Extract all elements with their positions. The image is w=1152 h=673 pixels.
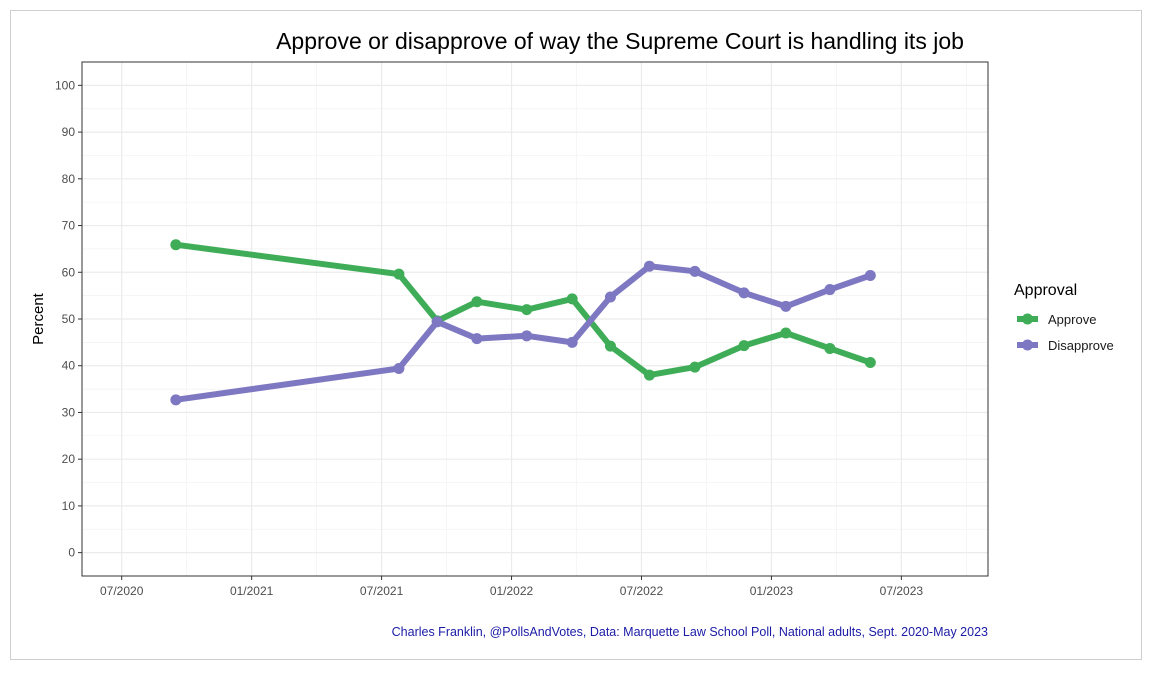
data-point-approve bbox=[471, 296, 483, 308]
data-point-disapprove bbox=[604, 291, 616, 303]
x-tick-label: 07/2020 bbox=[100, 584, 144, 598]
x-axis: 07/2020 01/2021 07/2021 01/2022 07/2022 01/20… bbox=[100, 576, 923, 598]
y-tick-label: 20 bbox=[62, 452, 76, 466]
legend-label: Disapprove bbox=[1048, 338, 1114, 353]
x-tick-label: 07/2021 bbox=[360, 584, 404, 598]
data-point-approve bbox=[643, 369, 655, 381]
data-point-approve bbox=[864, 356, 876, 368]
data-point-disapprove bbox=[566, 336, 578, 348]
data-point-disapprove bbox=[393, 363, 405, 375]
data-point-approve bbox=[604, 340, 616, 352]
x-tick-label: 07/2022 bbox=[620, 584, 664, 598]
y-axis-label: Percent bbox=[30, 292, 47, 345]
data-point-disapprove bbox=[824, 284, 836, 296]
data-point-approve bbox=[824, 342, 836, 354]
data-point-disapprove bbox=[431, 316, 443, 328]
y-tick-label: 0 bbox=[68, 546, 75, 560]
y-axis: 0 10 20 30 40 50 60 70 80 90 100 bbox=[55, 78, 82, 560]
y-tick-label: 90 bbox=[62, 125, 76, 139]
legend-label: Approve bbox=[1048, 312, 1096, 327]
gridlines bbox=[82, 62, 988, 576]
y-tick-label: 30 bbox=[62, 405, 76, 419]
chart-caption: Charles Franklin, @PollsAndVotes, Data: … bbox=[392, 625, 988, 639]
data-point-disapprove bbox=[780, 300, 792, 312]
data-point-disapprove bbox=[738, 287, 750, 299]
data-point-approve bbox=[170, 239, 182, 251]
data-point-approve bbox=[738, 340, 750, 352]
y-tick-label: 60 bbox=[62, 265, 76, 279]
y-tick-label: 100 bbox=[55, 78, 75, 92]
x-tick-label: 01/2021 bbox=[230, 584, 274, 598]
data-point-approve bbox=[780, 327, 792, 339]
data-point-approve bbox=[689, 361, 701, 373]
data-point-disapprove bbox=[689, 265, 701, 277]
y-tick-label: 40 bbox=[62, 359, 76, 373]
x-tick-label: 01/2023 bbox=[750, 584, 794, 598]
data-point-disapprove bbox=[471, 333, 483, 345]
x-tick-label: 07/2023 bbox=[880, 584, 924, 598]
x-tick-label: 01/2022 bbox=[490, 584, 534, 598]
data-point-approve bbox=[566, 293, 578, 305]
data-point-disapprove bbox=[864, 270, 876, 282]
series-layer bbox=[170, 239, 876, 406]
legend-title: Approval bbox=[1014, 282, 1077, 299]
legend-key-point bbox=[1022, 313, 1033, 325]
y-tick-label: 80 bbox=[62, 172, 76, 186]
data-point-disapprove bbox=[521, 330, 533, 342]
y-tick-label: 10 bbox=[62, 499, 76, 513]
legend-key-point bbox=[1022, 339, 1033, 351]
y-tick-label: 50 bbox=[62, 312, 76, 326]
data-point-disapprove bbox=[643, 260, 655, 272]
chart-title: Approve or disapprove of way the Supreme… bbox=[276, 28, 964, 54]
legend: Approve Disapprove bbox=[1017, 312, 1114, 353]
data-point-disapprove bbox=[170, 394, 182, 406]
data-point-approve bbox=[521, 304, 533, 316]
y-tick-label: 70 bbox=[62, 219, 76, 233]
data-point-approve bbox=[393, 268, 405, 280]
